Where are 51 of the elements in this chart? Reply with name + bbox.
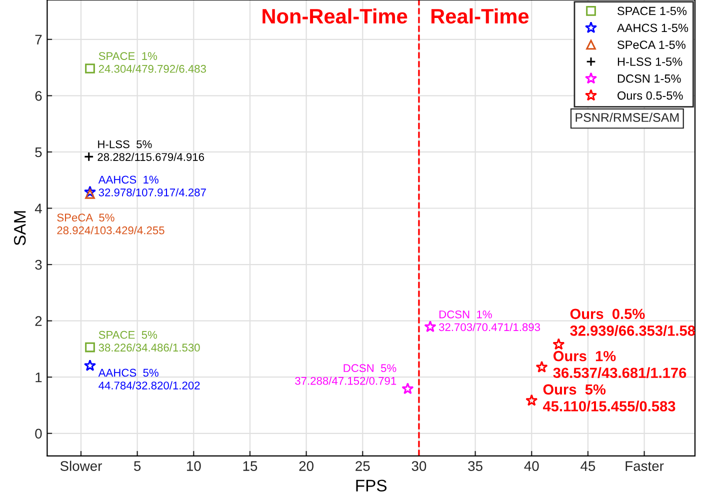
point (526, 394, 538, 406)
legend-label: H-LSS 1-5% (618, 58, 682, 66)
x-tick-label: Faster (626, 461, 664, 471)
x-tick-label: 10 (186, 461, 201, 471)
y-tick-label: 2 (35, 316, 42, 326)
point (85, 188, 95, 199)
x-tick-label: 30 (412, 461, 426, 471)
y-tick-label: 7 (35, 34, 42, 44)
x-tick-label: 15 (243, 461, 258, 471)
point (552, 338, 565, 350)
data-label: SPeCA 5% 28.924/103.429/4.255 (57, 214, 164, 234)
x-tick-label: 40 (524, 461, 539, 471)
data-label: Ours 5% 45.110/15.455/0.583 (542, 384, 676, 412)
data-label: DCSN 5% 37.288/47.152/0.791 (295, 364, 396, 385)
data-label: DCSN 1% 32.703/70.471/1.893 (438, 310, 540, 332)
point (84, 359, 96, 371)
y-tick-label: 5 (35, 147, 42, 158)
data-label: Ours 1% 36.537/43.681/1.176 (553, 350, 686, 378)
point (402, 382, 414, 394)
x-tick-label: Slower (60, 460, 102, 471)
legend-title: PSNR/RMSE/SAM (576, 112, 679, 122)
legend-label: SPeCA 1-5% (618, 40, 686, 49)
point (84, 152, 94, 162)
y-axis-title: SAM (14, 211, 26, 246)
x-tick-label: 45 (580, 461, 596, 471)
x-tick-label: 5 (134, 461, 141, 471)
y-tick-label: 3 (35, 260, 42, 270)
y-tick-label: 1 (36, 372, 42, 382)
x-tick-label: 20 (299, 461, 314, 471)
point (424, 320, 436, 332)
legend-label: AAHCS 1-5% (616, 24, 688, 32)
data-label: SPACE 1% 24.304/479.792/6.483 (98, 52, 206, 73)
legend-label: DCSN 1-5% (618, 74, 681, 83)
y-tick-label: 6 (35, 91, 42, 101)
point (85, 64, 95, 74)
legend-label: SPACE 1-5% (618, 6, 687, 16)
annotation: Non-Real-Time (262, 8, 408, 24)
data-label: AAHCS 5% 44.784/32.820/1.202 (98, 368, 200, 390)
point (536, 360, 548, 372)
point (85, 342, 95, 352)
x-axis-title: FPS (356, 480, 387, 492)
x-tick-label: 35 (468, 461, 482, 471)
point (84, 186, 96, 198)
data-label: AAHCS 1% 32.978/107.917/4.287 (98, 176, 206, 196)
y-tick-label: 4 (34, 204, 42, 214)
y-tick-label: 0 (35, 428, 42, 439)
annotation: Real-Time (431, 8, 529, 24)
data-label: H-LSS 5% 28.282/115.679/4.916 (98, 140, 204, 161)
data-label: SPACE 5% 38.226/34.486/1.530 (98, 330, 200, 352)
x-tick-label: 25 (356, 461, 370, 471)
legend-label: Ours 0.5-5% (618, 91, 683, 100)
